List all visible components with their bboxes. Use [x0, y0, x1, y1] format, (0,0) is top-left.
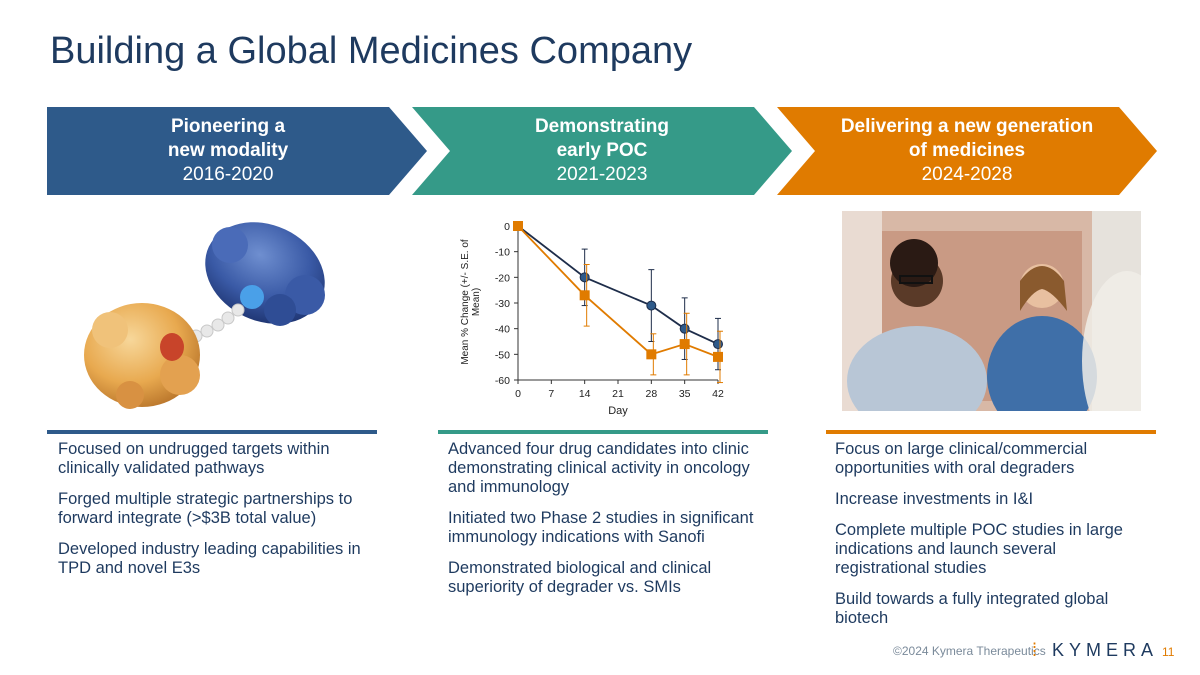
orange-protein-blob: [84, 303, 200, 409]
x-tick-label: 42: [712, 388, 724, 400]
y-tick-label: -30: [495, 298, 510, 310]
efficacy-line-chart: 0 -10 -20 -30 -40 -50 -60 0 7 14 21 28 35 42 Day Mean…: [460, 221, 724, 417]
x-tick-label: 28: [645, 388, 657, 400]
logo-text: KYMERA: [1052, 640, 1159, 660]
phase-2-line2: early POC: [556, 140, 648, 161]
page-title: Building a Global Medicines Company: [50, 30, 693, 72]
phase-3-line2: of medicines: [908, 140, 1026, 161]
blue-ligand: [240, 285, 264, 309]
phase-3-line1: Delivering a new generation: [840, 116, 1094, 137]
y-tick-label: 0: [504, 221, 510, 233]
column-1-bullet: Focused on undrugged targets within clin…: [58, 440, 330, 477]
phase-2-line1: Demonstrating: [534, 116, 670, 137]
y-tick-label: -60: [495, 375, 510, 387]
degrader-molecule-image: [84, 222, 325, 409]
column-3-bullet: Complete multiple POC studies in large i…: [835, 521, 1123, 577]
column-1-bullet: Developed industry leading capabilities …: [58, 540, 361, 577]
column-1-bullet: Forged multiple strategic partnerships t…: [58, 490, 353, 527]
data-point: [513, 221, 523, 231]
phase-2-years: 2021-2023: [556, 164, 648, 185]
kymera-logo: ⁞ KYMERA: [1032, 640, 1158, 661]
series-2: [513, 221, 723, 384]
phase-banner-2: Demonstrating early POC 2021-2023: [412, 107, 792, 195]
phase-1-line2: new modality: [167, 140, 289, 161]
y-tick-label: -50: [495, 349, 510, 361]
x-axis-label: Day: [608, 405, 628, 417]
x-tick-label: 21: [612, 388, 624, 400]
y-tick-label: -40: [495, 324, 510, 336]
page-number: 11: [1162, 645, 1175, 659]
data-point: [713, 339, 723, 350]
y-tick-label: -10: [495, 247, 510, 259]
column-2-bullet: Demonstrated biological and clinical sup…: [448, 559, 712, 596]
phase-banner-1: Pioneering a new modality 2016-2020: [47, 107, 427, 195]
column-1-rule: [47, 430, 377, 434]
blue-protein-blob: [205, 222, 325, 326]
column-3-bullet: Increase investments in I&I: [835, 490, 1034, 508]
data-point: [579, 272, 590, 283]
data-point: [679, 323, 690, 334]
x-tick-label: 35: [679, 388, 691, 400]
x-tick-label: 0: [515, 388, 521, 400]
phase-3-years: 2024-2028: [921, 164, 1013, 185]
column-3-bullet: Build towards a fully integrated global …: [835, 590, 1109, 627]
data-point: [646, 349, 657, 360]
x-tick-label: 7: [548, 388, 554, 400]
y-tick-label: -20: [495, 272, 510, 284]
data-point: [679, 339, 690, 350]
data-point: [579, 290, 590, 301]
column-3-rule: [826, 430, 1156, 434]
y-axis-label: Mean % Change (+/- S.E. ofMean): [460, 239, 482, 365]
patient-nurse-photo: [842, 211, 1141, 411]
column-2-bullet: Advanced four drug candidates into clini…: [448, 440, 750, 496]
x-tick-label: 14: [579, 388, 591, 400]
column-2-rule: [438, 430, 768, 434]
phase-1-line1: Pioneering a: [170, 116, 286, 137]
data-point: [646, 300, 657, 311]
column-3-bullets: Focus on large clinical/commercial oppor…: [835, 440, 1155, 640]
column-2-bullet: Initiated two Phase 2 studies in signifi…: [448, 509, 754, 546]
copyright-text: ©2024 Kymera Therapeutics: [893, 644, 1046, 658]
column-3-bullet: Focus on large clinical/commercial oppor…: [835, 440, 1088, 477]
red-binding-site: [160, 333, 184, 361]
logo-mark-icon: ⁞: [1032, 640, 1043, 660]
phase-banner-3: Delivering a new generation of medicines…: [777, 107, 1157, 195]
data-point: [713, 351, 723, 362]
column-1-bullets: Focused on undrugged targets within clin…: [58, 440, 383, 590]
phase-1-years: 2016-2020: [182, 164, 274, 185]
column-2-bullets: Advanced four drug candidates into clini…: [448, 440, 768, 609]
